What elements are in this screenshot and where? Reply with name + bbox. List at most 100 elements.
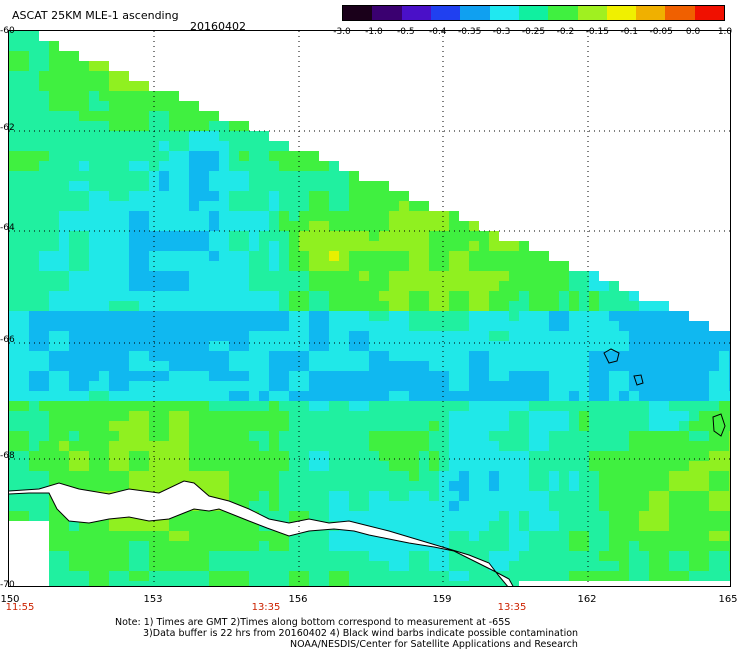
wind-cell xyxy=(449,241,459,251)
wind-cell xyxy=(519,471,529,481)
wind-cell xyxy=(229,281,239,291)
wind-cell xyxy=(339,291,349,301)
wind-cell xyxy=(409,521,419,531)
wind-cell xyxy=(659,451,669,461)
wind-cell xyxy=(689,531,699,541)
wind-cell xyxy=(309,441,319,451)
wind-cell xyxy=(419,381,429,391)
wind-cell xyxy=(59,241,69,251)
wind-cell xyxy=(379,221,389,231)
wind-cell xyxy=(99,461,109,471)
wind-cell xyxy=(299,171,309,181)
wind-cell xyxy=(419,521,429,531)
wind-cell xyxy=(139,351,149,361)
wind-cell xyxy=(529,261,539,271)
wind-cell xyxy=(49,71,59,81)
wind-cell xyxy=(129,381,139,391)
wind-cell xyxy=(449,561,459,571)
wind-cell xyxy=(309,351,319,361)
wind-cell xyxy=(209,421,219,431)
wind-cell xyxy=(119,131,129,141)
wind-cell xyxy=(579,461,589,471)
wind-cell xyxy=(189,271,199,281)
wind-cell xyxy=(79,91,89,101)
wind-cell xyxy=(489,421,499,431)
wind-cell xyxy=(49,81,59,91)
wind-cell xyxy=(449,581,459,586)
wind-cell xyxy=(9,151,19,161)
wind-cell xyxy=(309,551,319,561)
wind-cell xyxy=(609,551,619,561)
wind-cell xyxy=(619,551,629,561)
wind-cell xyxy=(289,491,299,501)
wind-cell xyxy=(19,141,29,151)
wind-cell xyxy=(59,331,69,341)
wind-cell xyxy=(479,481,489,491)
wind-cell xyxy=(129,121,139,131)
wind-cell xyxy=(179,431,189,441)
wind-cell xyxy=(469,381,479,391)
wind-cell xyxy=(189,421,199,431)
wind-cell xyxy=(449,261,459,271)
wind-cell xyxy=(509,341,519,351)
wind-cell xyxy=(179,111,189,121)
wind-cell xyxy=(669,421,679,431)
wind-cell xyxy=(339,511,349,521)
wind-cell xyxy=(329,181,339,191)
wind-cell xyxy=(179,251,189,261)
wind-cell xyxy=(389,351,399,361)
wind-cell xyxy=(99,131,109,141)
wind-cell xyxy=(359,191,369,201)
wind-cell xyxy=(229,341,239,351)
wind-cell xyxy=(199,271,209,281)
wind-cell xyxy=(579,411,589,421)
wind-cell xyxy=(99,151,109,161)
wind-cell xyxy=(469,401,479,411)
wind-cell xyxy=(629,571,639,581)
wind-cell xyxy=(159,281,169,291)
wind-cell xyxy=(359,581,369,586)
wind-cell xyxy=(509,371,519,381)
wind-cell xyxy=(319,281,329,291)
wind-cell xyxy=(529,421,539,431)
wind-cell xyxy=(169,221,179,231)
wind-cell xyxy=(369,581,379,586)
wind-cell xyxy=(609,501,619,511)
wind-cell xyxy=(179,101,189,111)
wind-cell xyxy=(309,381,319,391)
wind-cell xyxy=(139,201,149,211)
wind-cell xyxy=(99,301,109,311)
wind-cell xyxy=(59,261,69,271)
wind-cell xyxy=(59,311,69,321)
wind-cell xyxy=(39,371,49,381)
wind-cell xyxy=(419,541,429,551)
wind-cell xyxy=(479,471,489,481)
wind-cell xyxy=(369,411,379,421)
wind-cell xyxy=(89,551,99,561)
wind-cell xyxy=(449,281,459,291)
wind-cell xyxy=(219,141,229,151)
wind-cell xyxy=(269,211,279,221)
wind-cell xyxy=(639,411,649,421)
wind-cell xyxy=(679,511,689,521)
wind-cell xyxy=(189,181,199,191)
wind-cell xyxy=(169,121,179,131)
wind-cell xyxy=(279,161,289,171)
wind-cell xyxy=(169,271,179,281)
wind-cell xyxy=(279,451,289,461)
wind-cell xyxy=(429,281,439,291)
wind-cell xyxy=(69,541,79,551)
wind-cell xyxy=(109,401,119,411)
wind-cell xyxy=(439,481,449,491)
wind-cell xyxy=(99,291,109,301)
wind-cell xyxy=(139,421,149,431)
wind-cell xyxy=(279,151,289,161)
wind-cell xyxy=(49,221,59,231)
wind-cell xyxy=(169,101,179,111)
wind-cell xyxy=(689,511,699,521)
wind-cell xyxy=(69,171,79,181)
wind-cell xyxy=(549,431,559,441)
wind-cell xyxy=(69,301,79,311)
wind-cell xyxy=(509,541,519,551)
wind-cell xyxy=(159,311,169,321)
